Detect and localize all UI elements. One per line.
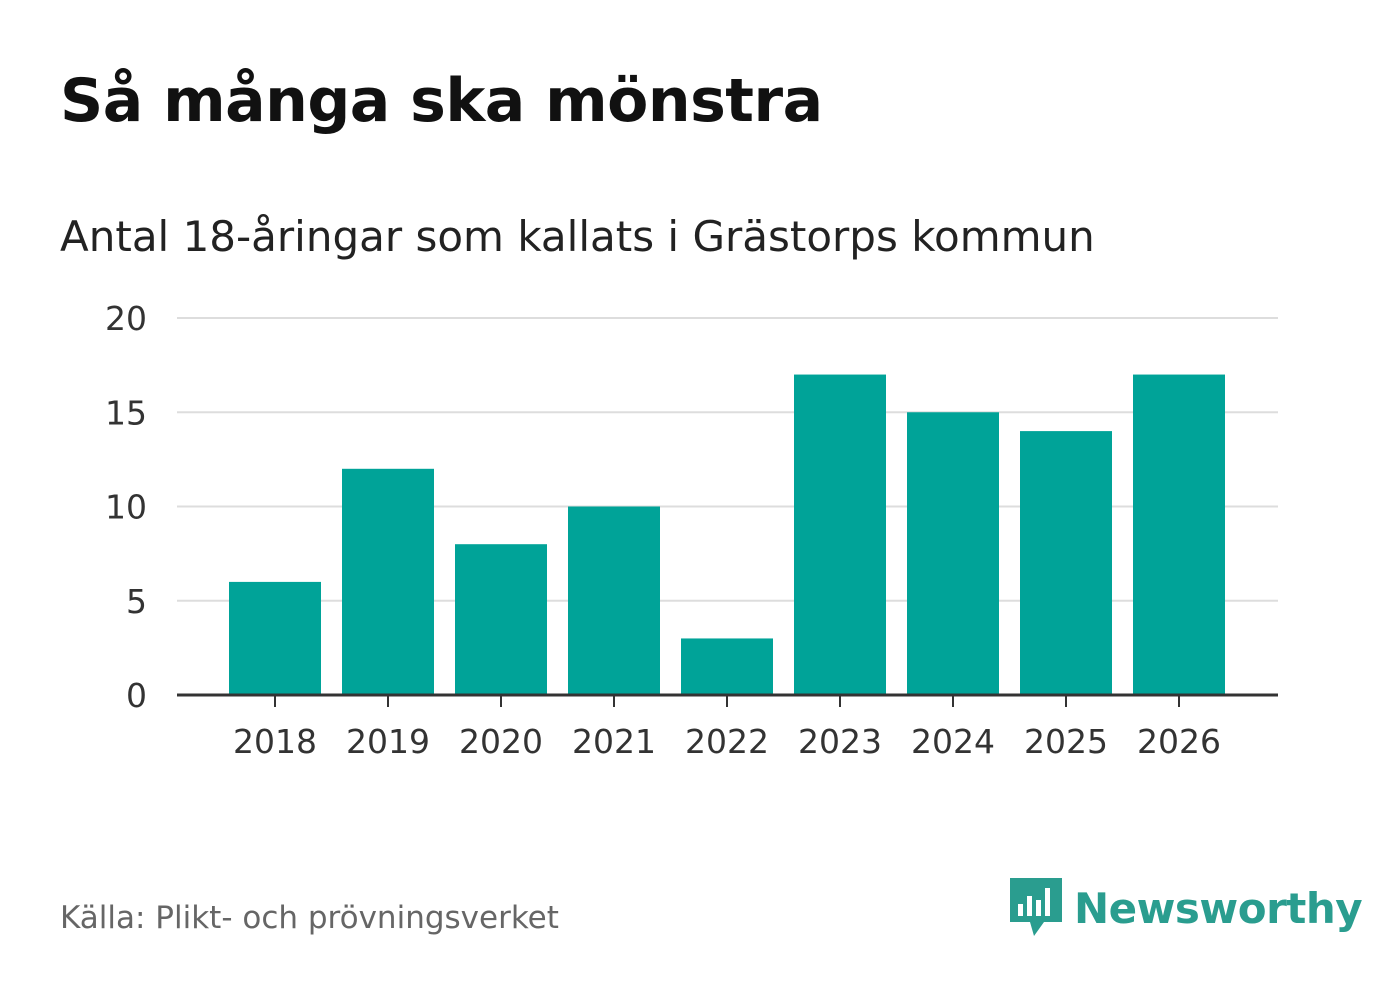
x-tick-label: 2023 bbox=[798, 722, 882, 761]
x-tick-label: 2026 bbox=[1137, 722, 1221, 761]
x-tick-label: 2024 bbox=[911, 722, 995, 761]
brand-logo: Newsworthy bbox=[1010, 878, 1363, 938]
y-tick-label: 5 bbox=[126, 582, 147, 621]
y-tick-label: 20 bbox=[105, 299, 147, 338]
chart-subtitle: Antal 18-åringar som kallats i Grästorps… bbox=[60, 212, 1095, 261]
x-tick-label: 2020 bbox=[459, 722, 543, 761]
y-tick-label: 0 bbox=[126, 676, 147, 715]
x-tick-label: 2021 bbox=[572, 722, 656, 761]
chart-title: Så många ska mönstra bbox=[60, 66, 823, 136]
x-tick-label: 2018 bbox=[233, 722, 317, 761]
bar bbox=[1133, 374, 1225, 695]
x-tick-label: 2022 bbox=[685, 722, 769, 761]
brand-name: Newsworthy bbox=[1074, 883, 1363, 933]
bar bbox=[568, 506, 660, 695]
x-tick-label: 2019 bbox=[346, 722, 430, 761]
bar bbox=[342, 468, 434, 695]
newsworthy-logo-icon bbox=[1010, 878, 1062, 936]
y-tick-label: 10 bbox=[105, 488, 147, 527]
x-tick-label: 2025 bbox=[1024, 722, 1108, 761]
bar bbox=[455, 544, 547, 695]
bar bbox=[1020, 431, 1112, 695]
y-tick-label: 15 bbox=[105, 393, 147, 432]
bar bbox=[794, 374, 886, 695]
bar bbox=[681, 638, 773, 695]
bars bbox=[229, 374, 1225, 695]
source-note: Källa: Plikt- och prövningsverket bbox=[60, 900, 559, 936]
bar bbox=[229, 581, 321, 695]
bar bbox=[907, 412, 999, 695]
axes: 0 5 10 15 20 2018 2019 2020 2021 2022 2023 2024 2025… bbox=[105, 299, 1278, 761]
